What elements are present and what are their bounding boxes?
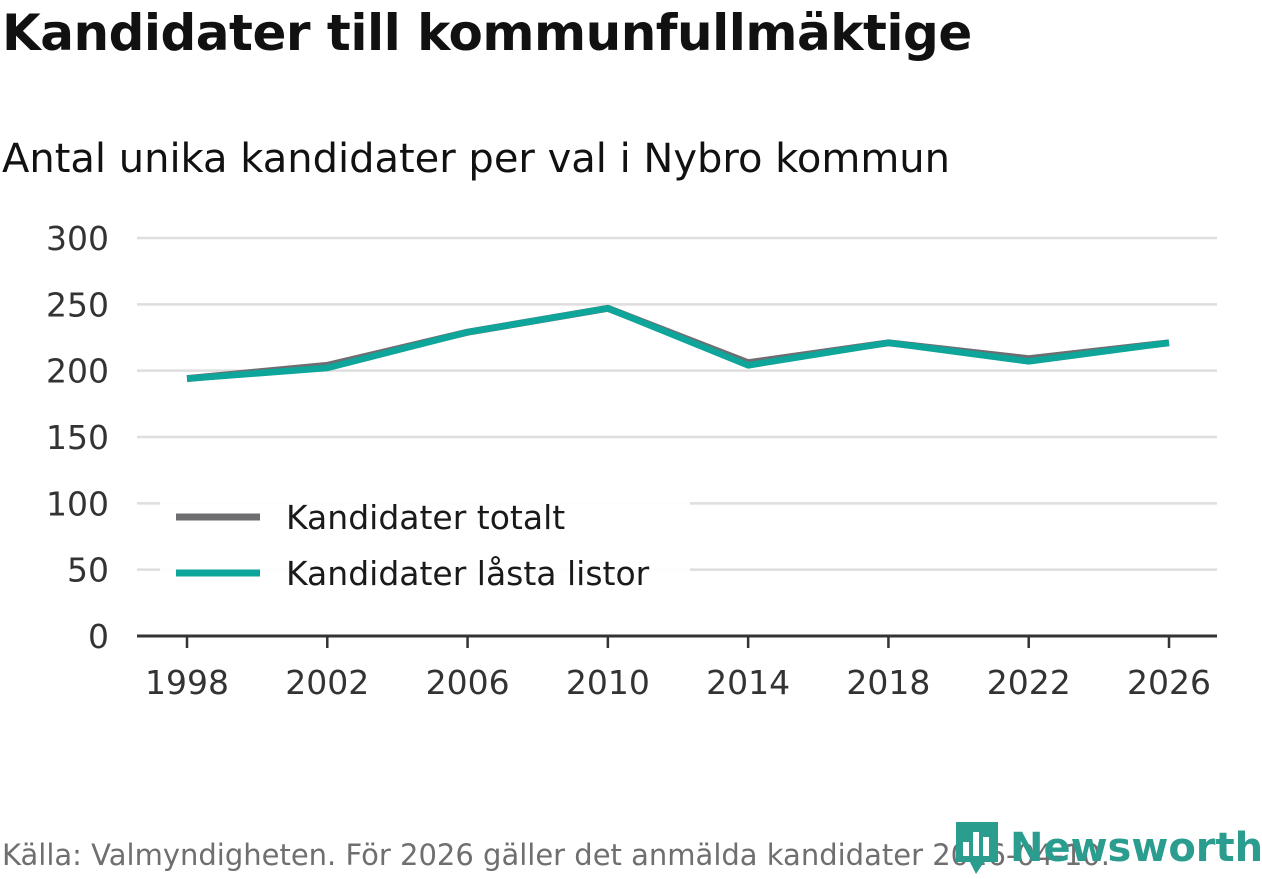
- y-tick-label: 150: [46, 418, 109, 457]
- y-tick-label: 100: [46, 484, 109, 523]
- y-tick-label: 0: [88, 617, 109, 656]
- y-tick-label: 50: [67, 551, 109, 590]
- legend: Kandidater totalt Kandidater låsta listor: [160, 490, 690, 608]
- series-line-kandidater-lasta-listor: [186, 305, 1170, 382]
- y-tick-label: 250: [46, 285, 109, 324]
- y-tick-label: 300: [46, 219, 109, 258]
- newsworthy-logo: Newsworthy: [952, 818, 1262, 878]
- bar-chart-pin-icon: [956, 822, 998, 874]
- logo-text: Newsworthy: [1010, 825, 1262, 871]
- x-tick-label: 2006: [426, 663, 510, 702]
- x-tick-label: 2002: [285, 663, 369, 702]
- legend-background: [160, 490, 690, 608]
- x-tick-label: 2026: [1127, 663, 1211, 702]
- series-lines: [186, 304, 1170, 383]
- y-axis-ticks: 0 50 100 150 200 250 300: [46, 219, 109, 656]
- legend-label: Kandidater låsta listor: [286, 554, 650, 593]
- x-tick-label: 2014: [706, 663, 790, 702]
- x-tick-label: 2010: [566, 663, 650, 702]
- x-tick-label: 1998: [145, 663, 229, 702]
- legend-label: Kandidater totalt: [286, 498, 565, 537]
- chart-title: Kandidater till kommunfullmäktige: [2, 4, 972, 62]
- source-note: Källa: Valmyndigheten. För 2026 gäller d…: [2, 838, 1110, 872]
- y-tick-label: 200: [46, 352, 109, 391]
- x-tick-label: 2018: [846, 663, 930, 702]
- chart-subtitle: Antal unika kandidater per val i Nybro k…: [2, 136, 951, 182]
- x-tick-label: 2022: [987, 663, 1071, 702]
- x-axis: 1998 2002 2006 2010 2014 2018 2022 2026: [137, 634, 1217, 702]
